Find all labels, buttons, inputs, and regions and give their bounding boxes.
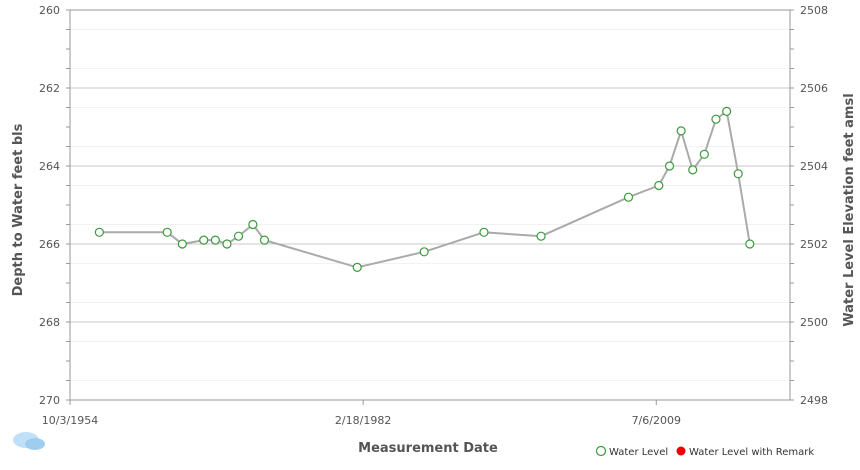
y-right-tick-label: 2506 xyxy=(800,82,828,95)
y-right-tick-label: 2500 xyxy=(800,316,828,329)
right-y-ticks: 2508 2506 2504 2502 2500 2498 xyxy=(800,4,828,407)
data-point xyxy=(199,235,209,245)
data-point xyxy=(248,219,258,230)
y-left-tick-label: 270 xyxy=(39,394,60,407)
logo-icon xyxy=(13,432,45,450)
data-point xyxy=(699,149,709,159)
data-point xyxy=(722,106,732,117)
x-tick-label: 2/18/1982 xyxy=(335,414,391,427)
legend-label-water-level: Water Level xyxy=(609,447,668,458)
data-point xyxy=(210,235,220,245)
x-tick-label: 10/3/1954 xyxy=(42,414,98,427)
data-point xyxy=(222,239,232,249)
legend-marker-water-level xyxy=(595,445,607,457)
data-point xyxy=(623,192,634,202)
y-left-tick-label: 264 xyxy=(39,160,60,173)
y-left-tick-label: 262 xyxy=(39,82,60,95)
data-point xyxy=(259,235,270,245)
x-axis-title: Measurement Date xyxy=(358,441,498,456)
axes xyxy=(66,9,794,401)
data-point xyxy=(654,180,664,191)
data-point xyxy=(664,161,675,171)
y-right-tick-label: 2508 xyxy=(800,4,828,17)
data-point xyxy=(676,126,686,136)
data-point xyxy=(94,227,104,237)
plot-background xyxy=(70,10,790,400)
data-point xyxy=(745,239,755,249)
y-left-tick-label: 268 xyxy=(39,316,60,329)
data-point xyxy=(177,239,187,249)
data-point xyxy=(688,165,698,175)
legend-marker-water-level-remark xyxy=(676,446,686,456)
data-point xyxy=(233,231,244,241)
data-point xyxy=(162,227,172,237)
legend-item-water-level-remark: Water Level with Remark xyxy=(676,446,814,458)
legend-item-water-level: Water Level xyxy=(595,445,668,458)
y-axis-right-title: Water Level Elevation feet amsl xyxy=(842,93,857,326)
data-point xyxy=(733,169,743,179)
y-right-tick-label: 2504 xyxy=(800,160,828,173)
left-y-ticks: 260 262 264 266 268 270 xyxy=(39,4,60,407)
y-right-tick-label: 2498 xyxy=(800,394,828,407)
y-left-tick-label: 266 xyxy=(39,238,60,251)
y-axis-left-title: Depth to Water feet bls xyxy=(11,123,26,296)
y-right-tick-label: 2502 xyxy=(800,238,828,251)
data-point xyxy=(419,247,429,257)
x-ticks: 10/3/1954 2/18/1982 7/6/2009 xyxy=(42,400,681,427)
data-point xyxy=(536,231,546,241)
x-tick-label: 7/6/2009 xyxy=(632,414,681,427)
plot-area xyxy=(70,10,790,400)
water-level-points xyxy=(94,106,755,272)
legend: Water Level Water Level with Remark xyxy=(595,445,814,458)
data-point xyxy=(352,262,362,272)
data-point xyxy=(711,114,721,124)
data-point xyxy=(479,227,489,237)
legend-label-water-level-remark: Water Level with Remark xyxy=(689,447,814,458)
y-left-tick-label: 260 xyxy=(39,4,60,17)
gridlines xyxy=(70,29,790,381)
